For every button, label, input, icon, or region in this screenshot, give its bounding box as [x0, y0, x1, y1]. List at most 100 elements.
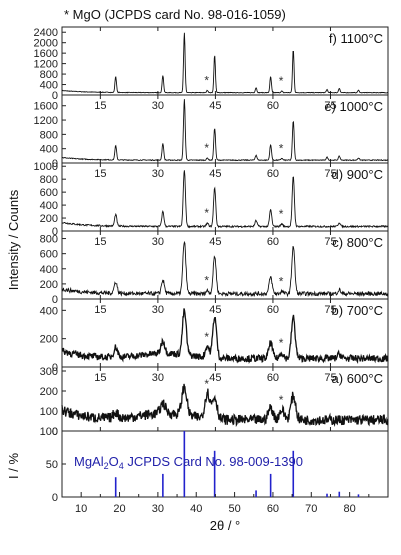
y-tick-label: 1200: [34, 59, 58, 71]
x-tick-label: 45: [209, 372, 221, 384]
y-axis-label: Intensity / Counts: [6, 189, 21, 290]
xrd-pattern-6: [61, 383, 389, 428]
y-tick-label: 0: [52, 158, 58, 170]
panel-label: b) 700°C: [332, 303, 383, 318]
y-tick-label: 2000: [34, 38, 58, 50]
chart-title: * MgO (JCPDS card No. 98-016-1059): [64, 7, 286, 22]
y-tick-label: 400: [40, 200, 58, 212]
x-tick-label: 45: [209, 304, 221, 316]
x-tick-label: 45: [209, 236, 221, 248]
mgo-peak-marker: *: [279, 336, 284, 350]
panel-label: e) 1000°C: [324, 99, 383, 114]
x-tick-label: 60: [267, 168, 279, 180]
mgo-peak-marker: *: [279, 141, 284, 155]
reference-label-part: MgAl: [74, 454, 104, 469]
x-tick-label: 10: [75, 503, 87, 515]
y-tick-label: 600: [40, 187, 58, 199]
mgo-peak-marker: *: [204, 377, 209, 391]
xrd-pattern-2: [61, 99, 389, 162]
x-tick-label: 60: [267, 503, 279, 515]
mgo-peak-marker: *: [279, 207, 284, 221]
x-tick-label: 60: [267, 100, 279, 112]
x-tick-label: 60: [267, 236, 279, 248]
x-tick-label: 15: [94, 236, 106, 248]
x-tick-label: 75: [324, 372, 336, 384]
mgo-peak-marker: *: [204, 141, 209, 155]
y-tick-label: 400: [40, 264, 58, 276]
y-tick-label: 800: [40, 129, 58, 141]
x-tick-label: 75: [324, 168, 336, 180]
y-tick-label: 200: [40, 213, 58, 225]
panel-label: a) 600°C: [332, 371, 383, 386]
x-tick-label: 60: [267, 304, 279, 316]
x-axis-label: 2θ / °: [210, 518, 241, 533]
y-tick-label: 2400: [34, 27, 58, 39]
xrd-pattern-5: [61, 308, 389, 365]
y-tick-label: 1600: [34, 48, 58, 60]
reference-y-axis-label: I / %: [6, 453, 21, 479]
mgo-peak-marker: *: [279, 274, 284, 288]
y-tick-label: 400: [40, 305, 58, 317]
x-tick-label: 15: [94, 100, 106, 112]
y-tick-label: 1200: [34, 115, 58, 127]
y-tick-label: 1600: [34, 101, 58, 113]
x-tick-label: 15: [94, 304, 106, 316]
xrd-pattern-4: [61, 240, 389, 298]
xrd-pattern-3: [61, 170, 389, 229]
y-tick-label: 800: [40, 174, 58, 186]
y-tick-label: 800: [40, 69, 58, 81]
mgo-peak-marker: *: [204, 330, 209, 344]
panel-label: d) 900°C: [332, 167, 383, 182]
y-tick-label: 400: [40, 80, 58, 92]
reference-label: MgAl2O4 JCPDS Card No. 98-009-1390: [74, 454, 303, 471]
y-tick-label: 300: [40, 366, 58, 378]
mgo-peak-marker: *: [279, 74, 284, 88]
y-tick-label: 0: [52, 294, 58, 306]
y-tick-label: 50: [46, 459, 58, 471]
x-tick-label: 30: [152, 503, 164, 515]
x-tick-label: 30: [152, 372, 164, 384]
x-tick-label: 40: [190, 503, 202, 515]
mgo-peak-marker: *: [204, 73, 209, 87]
xrd-pattern-1: [61, 32, 389, 94]
panel-label: c) 800°C: [332, 235, 383, 250]
y-tick-label: 600: [40, 249, 58, 261]
x-tick-label: 75: [324, 100, 336, 112]
mgo-peak-marker: *: [204, 206, 209, 220]
reference-label-part: 4: [119, 461, 124, 471]
x-tick-label: 60: [267, 372, 279, 384]
y-tick-label: 1000: [34, 161, 58, 173]
reference-label-part: 2: [104, 461, 109, 471]
y-tick-label: 400: [40, 144, 58, 156]
x-tick-label: 75: [324, 236, 336, 248]
reference-label-part: O: [109, 454, 119, 469]
y-tick-label: 200: [40, 279, 58, 291]
y-tick-label: 0: [52, 90, 58, 102]
y-tick-label: 800: [40, 234, 58, 246]
y-tick-label: 100: [40, 406, 58, 418]
y-tick-label: 100: [40, 426, 58, 438]
mgo-peak-marker: *: [204, 274, 209, 288]
x-tick-label: 30: [152, 304, 164, 316]
x-tick-label: 70: [305, 503, 317, 515]
x-tick-label: 45: [209, 168, 221, 180]
x-tick-label: 30: [152, 100, 164, 112]
y-tick-label: 0: [52, 226, 58, 238]
x-tick-label: 15: [94, 372, 106, 384]
y-tick-label: 0: [52, 362, 58, 374]
x-tick-label: 15: [94, 168, 106, 180]
reference-label-part: JCPDS Card No. 98-009-1390: [124, 454, 303, 469]
x-tick-label: 30: [152, 236, 164, 248]
x-tick-label: 45: [209, 100, 221, 112]
x-tick-label: 75: [324, 304, 336, 316]
x-tick-label: 50: [228, 503, 240, 515]
y-tick-label: 0: [52, 492, 58, 504]
x-tick-label: 30: [152, 168, 164, 180]
panel-label: f) 1100°C: [329, 31, 383, 46]
mgo-peak-marker: *: [279, 393, 284, 407]
y-tick-label: 200: [40, 334, 58, 346]
y-tick-label: 0: [52, 426, 58, 438]
y-tick-label: 200: [40, 386, 58, 398]
